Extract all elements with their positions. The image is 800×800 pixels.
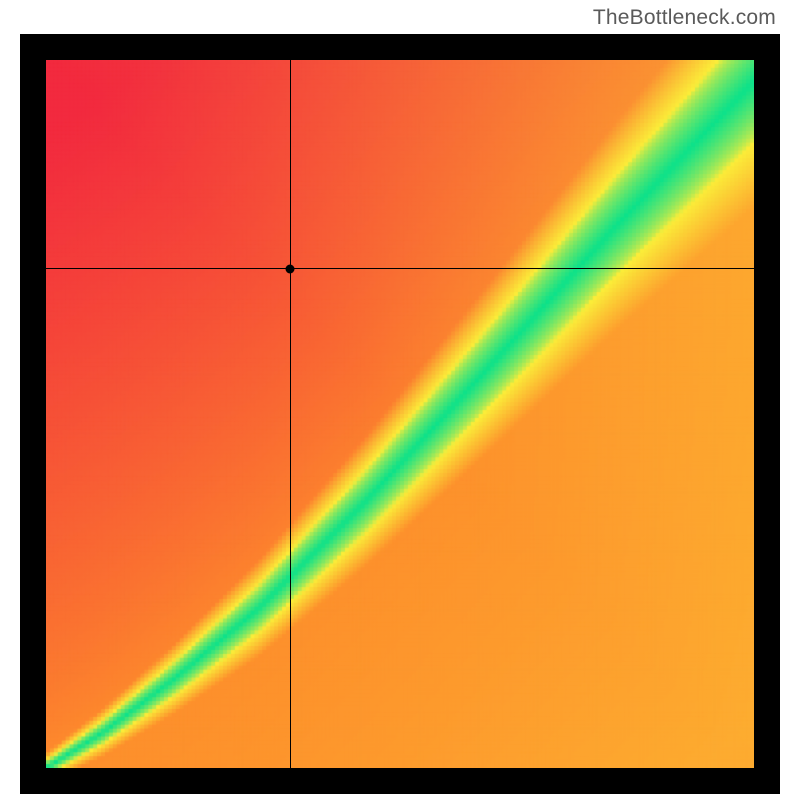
crosshair-horizontal [46, 268, 754, 269]
heatmap-canvas [46, 60, 754, 768]
watermark-text: TheBottleneck.com [593, 6, 776, 30]
chart-container: TheBottleneck.com [0, 0, 800, 800]
plot-area [46, 60, 754, 768]
marker-dot [286, 264, 295, 273]
crosshair-vertical [290, 60, 291, 768]
